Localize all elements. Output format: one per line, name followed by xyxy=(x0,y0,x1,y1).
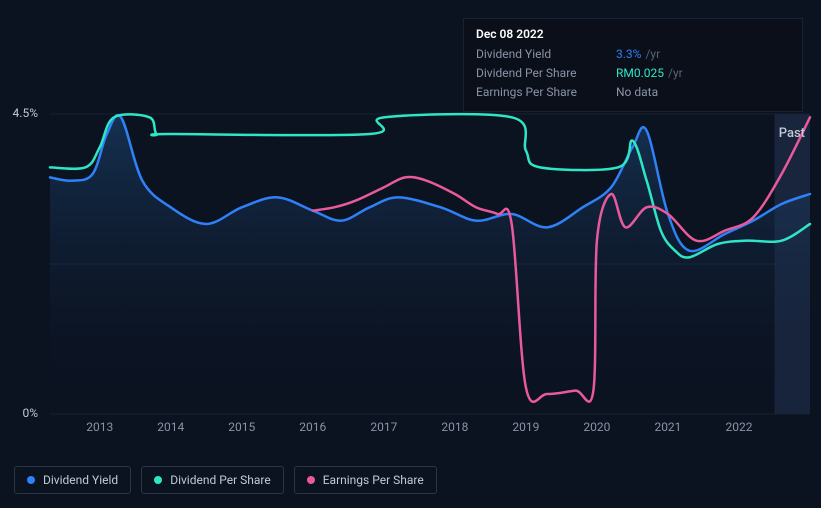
tooltip-row: Dividend Per ShareRM0.025/yr xyxy=(476,64,790,83)
x-tick-label: 2016 xyxy=(299,420,326,434)
tooltip-unit: /yr xyxy=(668,64,683,83)
legend: Dividend Yield Dividend Per Share Earnings… xyxy=(14,466,437,494)
tooltip-value: No data xyxy=(616,83,658,102)
x-tick-label: 2022 xyxy=(725,420,752,434)
y-tick-label: 0% xyxy=(0,406,44,420)
legend-item[interactable]: Dividend Yield xyxy=(14,466,131,494)
x-tick-label: 2020 xyxy=(583,420,610,434)
tooltip-value: 3.3% xyxy=(616,45,641,64)
x-tick-label: 2018 xyxy=(441,420,468,434)
chart-area: Past xyxy=(0,100,821,460)
legend-dot-icon xyxy=(27,476,35,484)
legend-label: Dividend Per Share xyxy=(170,473,271,487)
hover-tooltip: Dec 08 2022 Dividend Yield3.3%/yrDividen… xyxy=(463,18,803,112)
tooltip-date: Dec 08 2022 xyxy=(476,27,790,41)
past-label: Past xyxy=(779,126,805,141)
legend-label: Earnings Per Share xyxy=(323,473,424,487)
tooltip-label: Earnings Per Share xyxy=(476,83,616,102)
legend-item[interactable]: Dividend Per Share xyxy=(141,466,284,494)
x-tick-label: 2015 xyxy=(228,420,255,434)
x-tick-label: 2014 xyxy=(157,420,184,434)
tooltip-value: RM0.025 xyxy=(616,64,664,83)
legend-dot-icon xyxy=(307,476,315,484)
x-tick-label: 2019 xyxy=(512,420,539,434)
legend-item[interactable]: Earnings Per Share xyxy=(294,466,437,494)
legend-label: Dividend Yield xyxy=(43,473,118,487)
x-tick-label: 2013 xyxy=(86,420,113,434)
x-tick-label: 2021 xyxy=(654,420,681,434)
tooltip-row: Dividend Yield3.3% /yr xyxy=(476,45,790,64)
tooltip-label: Dividend Yield xyxy=(476,45,616,64)
x-tick-label: 2017 xyxy=(370,420,397,434)
legend-dot-icon xyxy=(154,476,162,484)
line-chart xyxy=(0,100,821,440)
tooltip-row: Earnings Per ShareNo data xyxy=(476,83,790,102)
y-tick-label: 4.5% xyxy=(0,106,44,120)
tooltip-unit: /yr xyxy=(645,45,660,64)
tooltip-label: Dividend Per Share xyxy=(476,64,616,83)
